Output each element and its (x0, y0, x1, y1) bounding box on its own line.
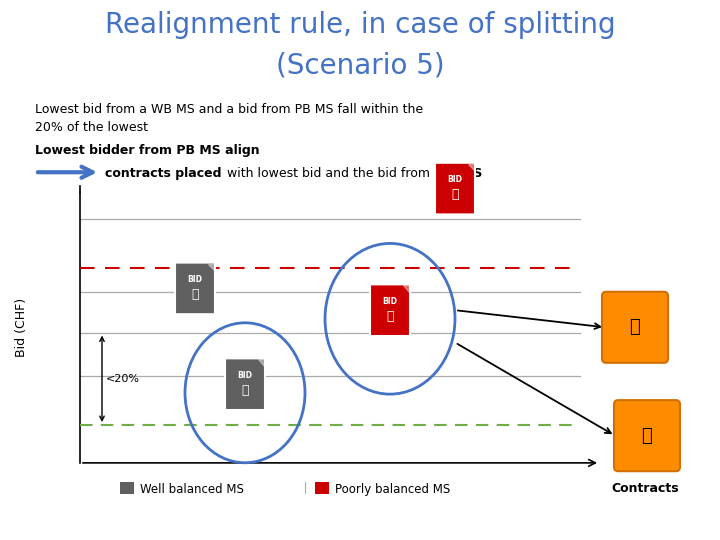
Text: ✋: ✋ (451, 188, 459, 201)
Text: BID: BID (187, 275, 202, 284)
Text: with lowest bid and the bid from: with lowest bid and the bid from (223, 167, 434, 180)
FancyBboxPatch shape (370, 285, 410, 336)
Polygon shape (403, 286, 409, 292)
Text: Poorly balanced MS: Poorly balanced MS (335, 483, 450, 496)
Text: Organisation européenne pour la recherche nucléaire: Organisation européenne pour la recherch… (72, 522, 315, 532)
FancyBboxPatch shape (614, 400, 680, 471)
Text: ✋: ✋ (386, 309, 394, 322)
Text: Lowest bid from a WB MS and a bid from PB MS fall within the: Lowest bid from a WB MS and a bid from P… (35, 103, 423, 116)
FancyBboxPatch shape (435, 163, 475, 214)
Text: Contracts: Contracts (611, 482, 679, 495)
Text: 20% of the lowest: 20% of the lowest (35, 120, 148, 133)
FancyBboxPatch shape (175, 262, 215, 314)
FancyBboxPatch shape (120, 482, 134, 497)
Text: BID: BID (448, 175, 462, 184)
Text: Bid (CHF): Bid (CHF) (16, 298, 29, 357)
Polygon shape (258, 360, 264, 366)
Text: 🤝: 🤝 (629, 318, 640, 336)
Text: PB MS: PB MS (438, 167, 482, 180)
Text: BID: BID (238, 371, 253, 380)
Text: Well balanced MS: Well balanced MS (140, 483, 244, 496)
Polygon shape (208, 264, 214, 270)
Text: (Scenario 5): (Scenario 5) (276, 52, 444, 80)
FancyBboxPatch shape (315, 482, 329, 497)
Text: contracts placed: contracts placed (105, 167, 222, 180)
Text: ✋: ✋ (192, 288, 199, 301)
Text: Realignment rule, in case of splitting: Realignment rule, in case of splitting (104, 11, 616, 39)
Text: Lowest bidder from PB MS align: Lowest bidder from PB MS align (35, 144, 260, 157)
Polygon shape (468, 164, 474, 170)
Text: ✋: ✋ (241, 383, 248, 396)
Text: European Organization for Nuclear Research: European Organization for Nuclear Resear… (72, 505, 274, 515)
Text: 🤝: 🤝 (642, 427, 652, 444)
FancyBboxPatch shape (602, 292, 668, 363)
FancyBboxPatch shape (225, 359, 265, 410)
Text: <20%: <20% (106, 374, 140, 384)
Text: BID: BID (382, 297, 397, 306)
